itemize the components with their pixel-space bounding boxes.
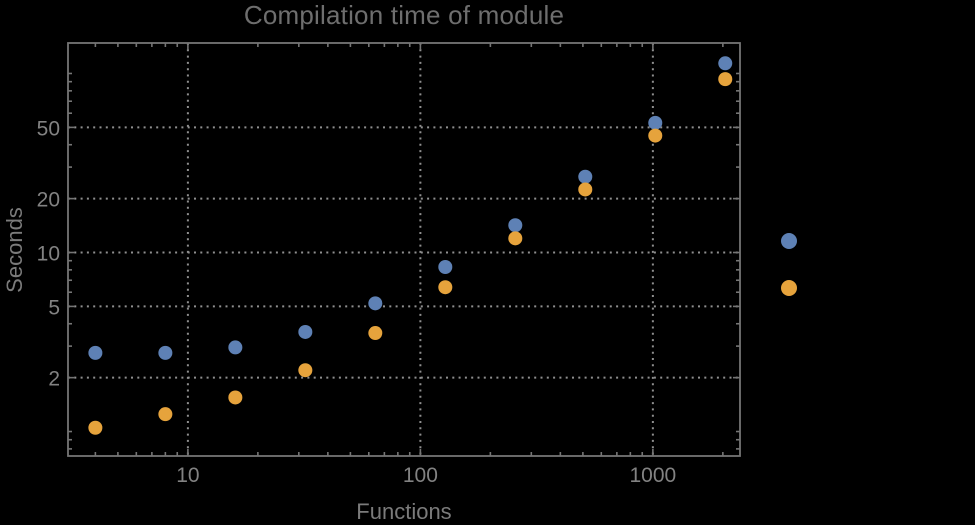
blue-series-point (648, 115, 663, 130)
y-tick-label: 2 (48, 368, 60, 391)
blue-series-point (228, 340, 243, 355)
orange-series-point (368, 326, 383, 341)
orange-series-point (718, 72, 733, 87)
y-tick-label: 5 (48, 296, 60, 319)
legend-marker-blue-series-marker (781, 233, 797, 249)
orange-series-point (508, 231, 523, 246)
orange-series-point (438, 280, 453, 295)
legend-marker-orange-series-marker (781, 280, 797, 296)
blue-series-point (298, 324, 313, 339)
blue-series-point (158, 345, 173, 360)
x-tick-label: 1000 (630, 464, 677, 487)
y-tick-label: 50 (37, 117, 60, 140)
plot-frame (67, 42, 741, 457)
chart-title: Compilation time of module (243, 0, 565, 30)
blue-series-point (438, 259, 453, 274)
x-axis-label: Functions (356, 499, 452, 524)
orange-series-point (298, 363, 313, 378)
x-tick-label: 100 (403, 464, 438, 487)
x-tick-label: 10 (176, 464, 199, 487)
orange-series-point (228, 390, 243, 405)
orange-series-point (578, 182, 593, 197)
blue-series-point (718, 56, 733, 71)
y-axis-label: Seconds (2, 207, 27, 293)
y-tick-label: 20 (37, 189, 60, 212)
blue-series-point (508, 218, 523, 233)
y-tick-label: 10 (37, 243, 60, 266)
blue-series-point (578, 169, 593, 184)
blue-series-point (368, 296, 383, 311)
orange-series-point (158, 407, 173, 422)
blue-series-point (88, 345, 103, 360)
orange-series-point (88, 420, 103, 435)
orange-series-point (648, 128, 663, 143)
